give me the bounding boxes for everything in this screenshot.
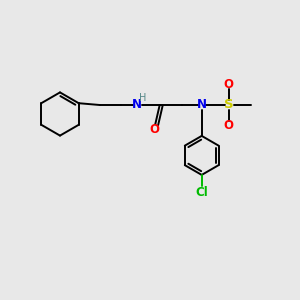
Text: N: N [132, 98, 142, 112]
Text: O: O [150, 123, 160, 136]
Text: S: S [224, 98, 233, 112]
Text: Cl: Cl [195, 185, 208, 199]
Text: N: N [197, 98, 207, 112]
Text: H: H [139, 93, 146, 103]
Text: O: O [224, 77, 234, 91]
Text: O: O [224, 119, 234, 133]
